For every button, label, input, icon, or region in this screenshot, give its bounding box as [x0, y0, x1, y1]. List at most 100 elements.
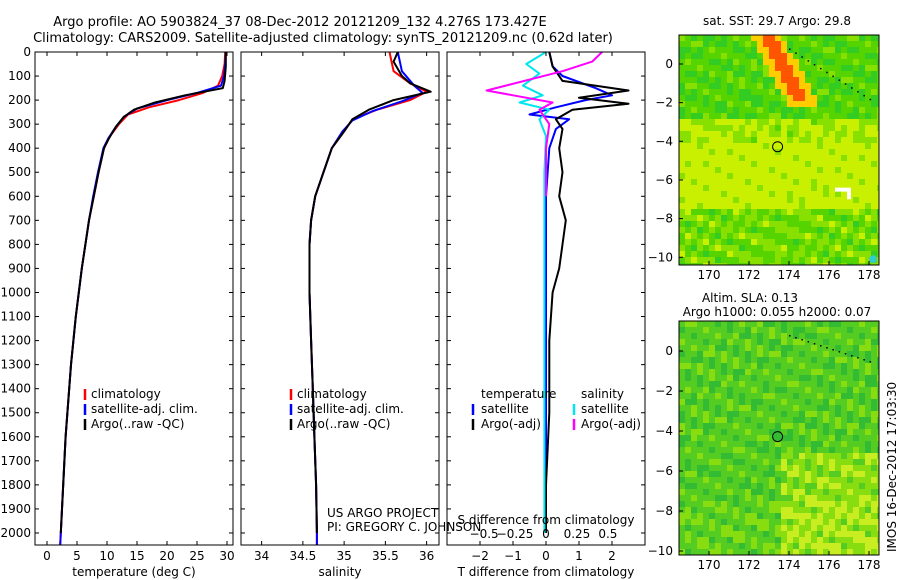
map-cell [745, 381, 752, 388]
map-cell [739, 203, 746, 210]
map-cell [703, 215, 710, 222]
map-cell [829, 483, 836, 490]
map-cell [697, 483, 704, 490]
map-cell [847, 507, 854, 514]
map-cell [697, 537, 704, 544]
map-cell [775, 441, 782, 448]
map-cell [865, 495, 872, 502]
sla-map-title-1: Altim. SLA: 0.13 [702, 291, 798, 305]
map-cell [811, 369, 818, 376]
map-cell [823, 321, 830, 328]
map-cell [799, 131, 806, 138]
map-cell [805, 209, 812, 216]
map-cell [823, 411, 830, 418]
map-cell [709, 167, 716, 174]
map-cell [721, 327, 728, 334]
map-cell [727, 239, 734, 246]
map-cell [871, 489, 878, 496]
map-cell [865, 215, 872, 222]
map-cell [715, 101, 722, 108]
map-cell [715, 263, 722, 265]
map-cell [757, 513, 764, 520]
map-cell [709, 369, 716, 376]
map-y-tick-label: −2 [655, 384, 673, 398]
map-cell [871, 47, 878, 54]
map-cell [781, 173, 788, 180]
map-cell [727, 251, 734, 258]
map-cell [763, 35, 770, 42]
map-cell [781, 113, 788, 120]
map-cell [679, 351, 686, 358]
map-cell [805, 53, 812, 60]
map-cell [787, 399, 794, 406]
x-tick-label: 15 [129, 549, 144, 563]
map-cell [811, 393, 818, 400]
map-cell [679, 489, 686, 496]
map-cell [853, 447, 860, 454]
map-cell [835, 399, 842, 406]
map-cell [685, 549, 692, 555]
map-cell [805, 519, 812, 526]
map-cell [739, 131, 746, 138]
map-cell [751, 71, 758, 78]
map-cell [781, 53, 788, 60]
map-cell [727, 77, 734, 84]
map-cell [805, 35, 812, 42]
map-cell [697, 83, 704, 90]
map-cell [745, 107, 752, 114]
map-cell [697, 369, 704, 376]
map-y-tick-label: −8 [655, 212, 673, 226]
cyan-dot [869, 255, 877, 264]
map-cell [751, 345, 758, 352]
map-cell [679, 345, 686, 352]
map-cell [739, 173, 746, 180]
map-cell [769, 203, 776, 210]
map-cell [715, 191, 722, 198]
map-cell [853, 173, 860, 180]
map-cell [787, 549, 794, 555]
map-cell [709, 101, 716, 108]
map-cell [829, 77, 836, 84]
map-cell [757, 417, 764, 424]
map-cell [835, 125, 842, 132]
map-cell [781, 411, 788, 418]
map-cell [715, 483, 722, 490]
map-cell [877, 423, 879, 430]
map-cell [757, 435, 764, 442]
map-cell [835, 531, 842, 538]
map-cell [715, 239, 722, 246]
map-cell [697, 263, 704, 265]
map-dot [826, 347, 828, 349]
map-cell [727, 215, 734, 222]
map-cell [853, 65, 860, 72]
map-cell [859, 447, 866, 454]
map-cell [853, 119, 860, 126]
map-cell [703, 233, 710, 240]
map-cell [763, 233, 770, 240]
map-cell [823, 245, 830, 252]
map-cell [769, 125, 776, 132]
map-cell [847, 83, 854, 90]
map-cell [757, 131, 764, 138]
map-cell [745, 179, 752, 186]
map-cell [769, 501, 776, 508]
map-cell [769, 465, 776, 472]
x-axis-label: temperature (deg C) [72, 565, 195, 579]
map-cell [757, 41, 764, 48]
map-cell [859, 321, 866, 328]
map-cell [865, 381, 872, 388]
map-cell [823, 489, 830, 496]
map-cell [697, 543, 704, 550]
map-cell [757, 537, 764, 544]
map-cell [781, 483, 788, 490]
y-tick-label: 1400 [0, 382, 31, 396]
map-cell [811, 137, 818, 144]
map-cell [691, 411, 698, 418]
map-cell [859, 227, 866, 234]
map-cell [697, 227, 704, 234]
map-cell [853, 179, 860, 186]
map-cell [739, 525, 746, 532]
map-cell [733, 149, 740, 156]
axes-frame [240, 51, 440, 546]
map-cell [739, 381, 746, 388]
